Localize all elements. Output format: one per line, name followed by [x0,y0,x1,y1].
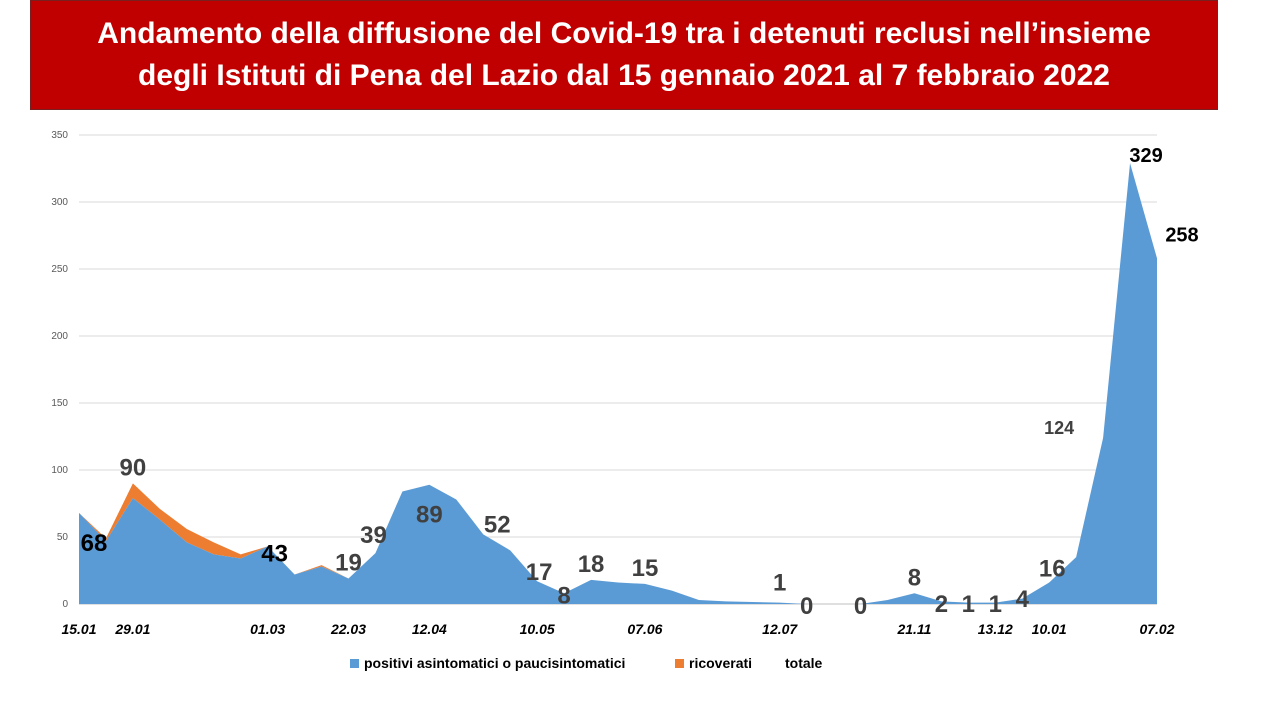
data-label: 89 [416,502,443,529]
data-label: 1 [962,591,975,618]
y-tick-label: 350 [51,130,68,141]
data-label: 16 [1039,556,1066,583]
legend-label: positivi asintomatici o paucisintomatici [364,655,625,671]
data-label: 0 [854,593,867,620]
x-tick-label: 07.06 [627,621,662,637]
data-label: 15 [632,555,659,582]
y-tick-label: 0 [62,599,68,610]
legend-label: totale [785,655,823,671]
y-tick-label: 250 [51,264,68,275]
x-tick-label: 21.11 [896,621,931,637]
title-line-2: degli Istituti di Pena del Lazio dal 15 … [138,59,1110,92]
legend-swatch [350,659,359,668]
series-positivi-area [79,163,1157,604]
data-label: 0 [800,593,813,620]
title-banner: Andamento della diffusione del Covid-19 … [30,0,1218,110]
x-tick-label: 01.03 [250,621,285,637]
y-tick-label: 100 [51,465,68,476]
legend-swatch [675,659,684,668]
data-label: 43 [261,540,288,567]
x-tick-label: 07.02 [1139,621,1174,637]
data-label: 52 [484,511,511,538]
data-label: 18 [578,551,605,578]
x-tick-label: 15.01 [61,621,96,637]
data-label: 329 [1129,145,1162,167]
y-tick-label: 50 [57,532,69,543]
x-tick-label: 10.01 [1032,621,1067,637]
x-tick-label: 13.12 [978,621,1013,637]
x-tick-label: 29.01 [114,621,150,637]
data-label: 1 [773,570,786,597]
data-label: 17 [526,559,553,586]
data-label: 19 [335,550,362,577]
y-tick-label: 150 [51,398,68,409]
y-tick-label: 200 [51,331,68,342]
data-label: 4 [1016,586,1030,613]
data-label: 90 [120,454,147,481]
title-line-1: Andamento della diffusione del Covid-19 … [97,17,1151,50]
data-label: 8 [908,564,921,591]
x-tick-label: 10.05 [520,621,555,637]
legend-label: ricoverati [689,655,752,671]
x-tick-label: 12.04 [412,621,447,637]
y-tick-label: 300 [51,197,68,208]
data-label: 124 [1044,418,1074,438]
data-label: 39 [360,522,387,549]
x-tick-label: 12.07 [762,621,798,637]
data-label: 1 [989,591,1002,618]
chart-title: Andamento della diffusione del Covid-19 … [49,13,1199,97]
data-label: 2 [935,591,948,618]
data-label: 258 [1165,224,1198,246]
data-label: 68 [81,530,108,557]
series-ricoverati-area [79,163,1157,604]
x-tick-label: 22.03 [330,621,366,637]
data-label: 8 [557,582,570,609]
